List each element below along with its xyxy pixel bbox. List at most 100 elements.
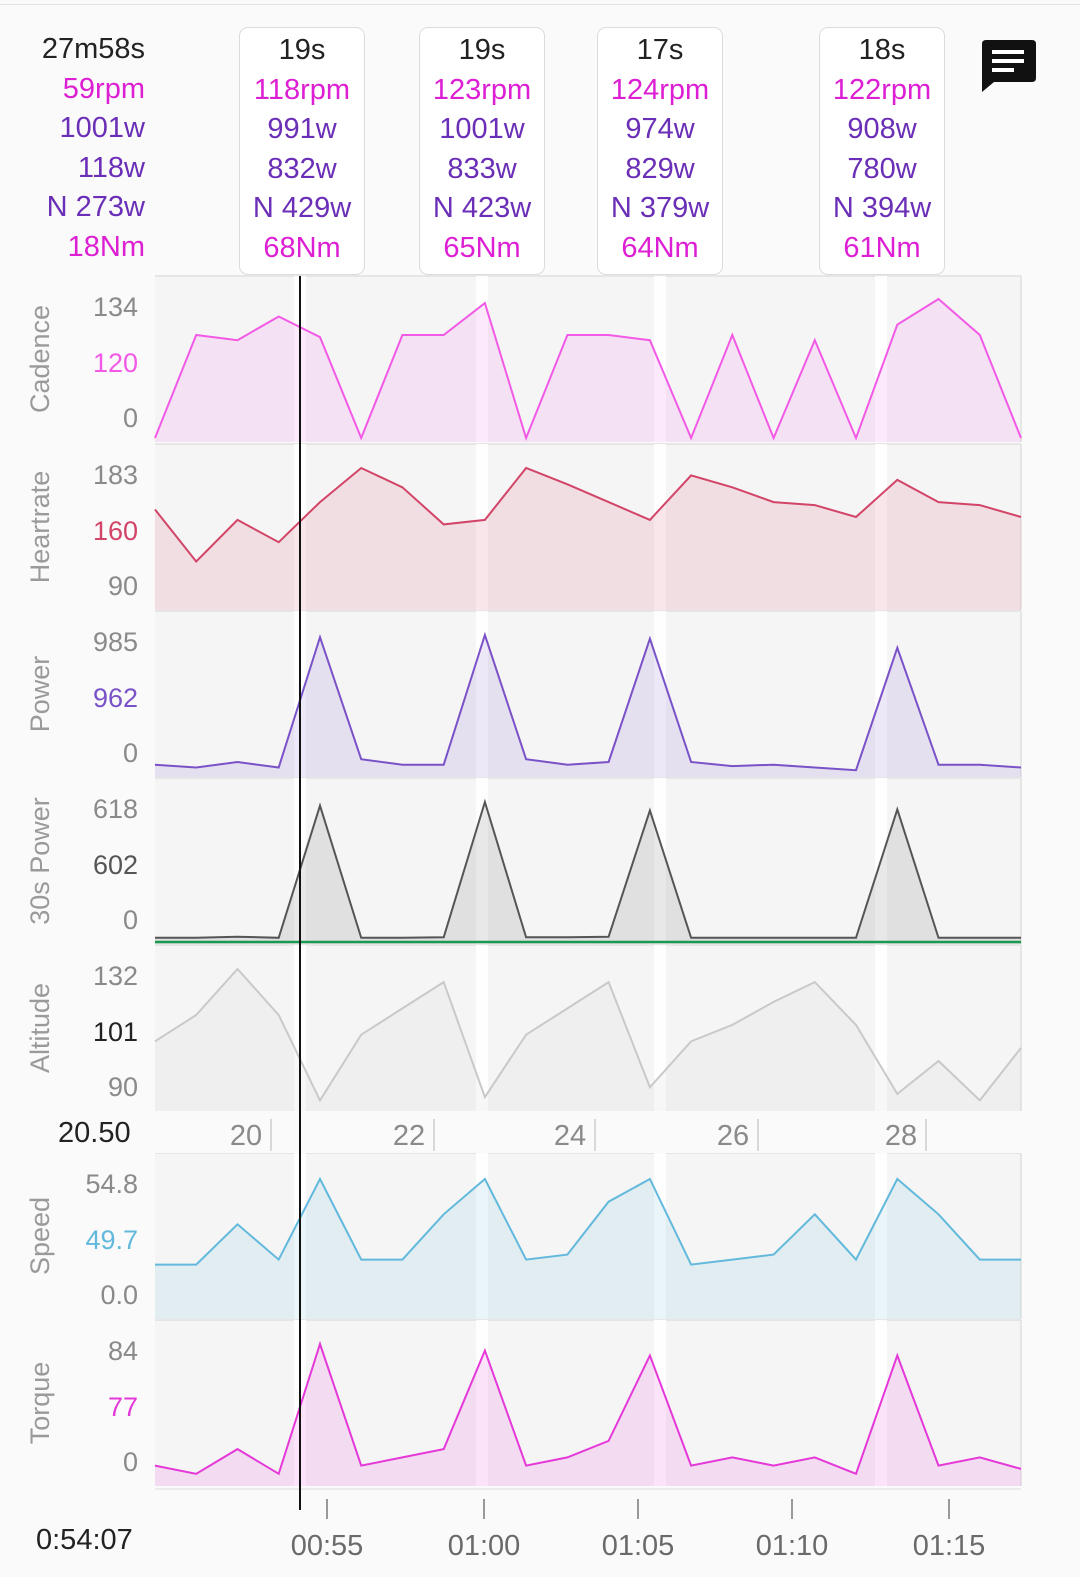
time-tick-label: 01:15 [913,1530,986,1562]
lap-marker [654,945,666,1111]
lap-time: 18s [858,34,906,66]
lap-cadence: 123rpm [432,73,532,106]
y-tick-label: 183 [93,460,138,490]
series-area [155,1179,1021,1319]
summary-time: 27m58s [41,33,145,65]
time-tick-label: 01:10 [756,1530,829,1562]
lap-marker [875,444,887,610]
distance-tick: 22 [393,1120,425,1152]
lap-avg-power: 832w [267,152,337,185]
panel-title: Speed [25,1197,55,1275]
series-area [155,1344,1021,1486]
lap-np: N 394w [832,192,932,224]
comment-icon [982,40,1036,92]
y-tick-label: 90 [108,571,138,601]
series-area [155,299,1021,442]
lap-np: N 423w [432,192,532,224]
lap-marker [654,778,666,944]
summary-max-power: 1001w [59,112,145,144]
y-tick-label: 0.0 [100,1280,138,1310]
y-tick-label: 160 [93,516,138,546]
lap-card[interactable]: 17s 124rpm 974w 829w N 379w 64Nm [597,27,723,275]
y-tick-label: 0 [123,905,138,935]
lap-max-power: 908w [847,113,917,145]
lap-max-power: 991w [267,113,337,145]
top-divider [0,4,1080,5]
distance-tick: 24 [554,1120,586,1152]
y-tick-label: 49.7 [85,1225,138,1255]
comment-button[interactable] [976,34,1040,98]
lap-marker [476,444,488,610]
lap-torque: 68Nm [263,231,341,264]
lap-torque: 64Nm [621,231,699,264]
time-tick-label: 01:05 [602,1530,675,1562]
lap-marker [875,945,887,1111]
lap-max-power: 1001w [439,113,525,145]
series-area [155,802,1021,944]
y-tick-label: 90 [108,1072,138,1102]
cursor-time: 0:54:07 [36,1524,133,1556]
lap-time: 19s [278,34,326,66]
y-tick-label: 132 [93,961,138,991]
lap-card[interactable]: 19s 123rpm 1001w 833w N 423w 65Nm [419,27,545,275]
y-tick-label: 134 [93,292,138,322]
time-tick-label: 01:00 [448,1530,521,1562]
distance-tick: 28 [885,1120,917,1152]
lap-marker [476,1320,488,1486]
y-tick-label: 962 [93,683,138,713]
series-area [155,468,1021,610]
y-tick-label: 602 [93,850,138,880]
y-tick-label: 0 [123,738,138,768]
distance-tick: 20 [230,1120,262,1152]
lap-card[interactable]: 19s 118rpm 991w 832w N 429w 68Nm [239,27,365,275]
cursor-distance: 20.50 [58,1117,131,1149]
panel-title: 30s Power [25,797,55,925]
y-tick-label: 618 [93,794,138,824]
distance-tick: 26 [717,1120,749,1152]
lap-np: N 379w [610,192,710,224]
panel-title: Power [25,656,55,733]
series-area [155,969,1021,1111]
lap-marker [476,276,488,442]
lap-time: 17s [636,34,684,66]
y-tick-label: 0 [123,1447,138,1477]
y-tick-label: 54.8 [85,1169,138,1199]
summary-column: 27m58s 59rpm 1001w 118w N 273w 18Nm [10,30,145,267]
lap-time: 19s [458,34,506,66]
lap-torque: 61Nm [843,231,921,264]
panel-title: Torque [25,1362,55,1445]
lap-max-power: 974w [625,113,695,145]
summary-cadence: 59rpm [62,72,145,105]
lap-avg-power: 833w [447,152,517,185]
time-tick-label: 00:55 [291,1530,364,1562]
lap-marker [875,276,887,442]
y-tick-label: 101 [93,1017,138,1047]
lap-marker [654,1320,666,1486]
y-tick-label: 77 [108,1392,138,1422]
panel-title: Altitude [25,983,55,1073]
lap-cadence: 124rpm [610,73,710,106]
y-tick-label: 84 [108,1336,138,1366]
y-tick-label: 985 [93,627,138,657]
summary-torque: 18Nm [67,230,145,263]
lap-np: N 429w [252,192,352,224]
summary-np: N 273w [46,191,145,223]
lap-marker [654,611,666,777]
panel-title: Heartrate [25,471,55,584]
lap-card[interactable]: 18s 122rpm 908w 780w N 394w 61Nm [819,27,945,275]
lap-marker [654,444,666,610]
lap-marker [476,1153,488,1319]
panel-title: Cadence [25,305,55,413]
lap-cadence: 122rpm [832,73,932,106]
lap-marker [875,1153,887,1319]
lap-torque: 65Nm [443,231,521,264]
lap-marker [476,945,488,1111]
lap-avg-power: 780w [847,152,917,185]
lap-marker [654,276,666,442]
lap-avg-power: 829w [625,152,695,185]
lap-cadence: 118rpm [253,73,351,106]
summary-avg-power: 118w [77,151,145,184]
y-tick-label: 120 [93,348,138,378]
y-tick-label: 0 [123,403,138,433]
